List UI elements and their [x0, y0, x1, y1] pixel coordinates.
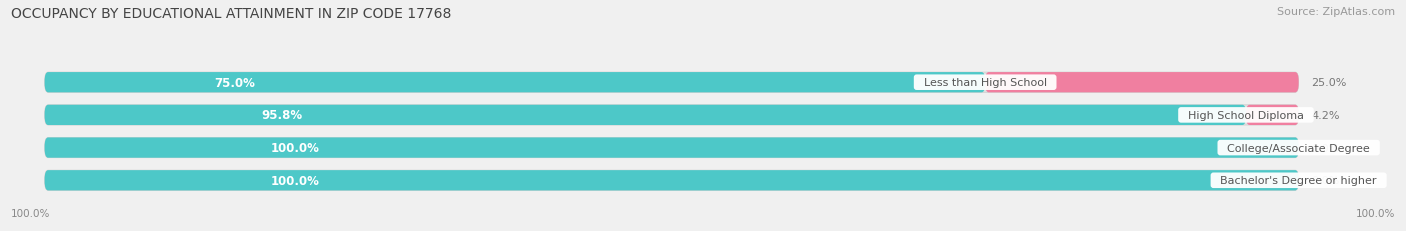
Text: Less than High School: Less than High School: [917, 78, 1053, 88]
Text: 95.8%: 95.8%: [262, 109, 302, 122]
FancyBboxPatch shape: [45, 138, 1299, 158]
Text: 100.0%: 100.0%: [11, 208, 51, 218]
Text: 100.0%: 100.0%: [1355, 208, 1395, 218]
FancyBboxPatch shape: [45, 138, 1299, 158]
Text: High School Diploma: High School Diploma: [1181, 110, 1310, 120]
Text: 4.2%: 4.2%: [1312, 110, 1340, 120]
Text: OCCUPANCY BY EDUCATIONAL ATTAINMENT IN ZIP CODE 17768: OCCUPANCY BY EDUCATIONAL ATTAINMENT IN Z…: [11, 7, 451, 21]
Text: 0.0%: 0.0%: [1312, 176, 1340, 185]
FancyBboxPatch shape: [45, 73, 1299, 93]
Text: Bachelor's Degree or higher: Bachelor's Degree or higher: [1213, 176, 1384, 185]
Text: Source: ZipAtlas.com: Source: ZipAtlas.com: [1277, 7, 1395, 17]
Text: 100.0%: 100.0%: [270, 174, 319, 187]
Text: College/Associate Degree: College/Associate Degree: [1220, 143, 1376, 153]
FancyBboxPatch shape: [1246, 105, 1299, 125]
FancyBboxPatch shape: [45, 170, 1299, 191]
Text: 75.0%: 75.0%: [214, 76, 254, 89]
FancyBboxPatch shape: [45, 105, 1299, 125]
Text: 25.0%: 25.0%: [1312, 78, 1347, 88]
FancyBboxPatch shape: [45, 105, 1246, 125]
FancyBboxPatch shape: [45, 170, 1299, 191]
FancyBboxPatch shape: [986, 73, 1299, 93]
Text: 0.0%: 0.0%: [1312, 143, 1340, 153]
FancyBboxPatch shape: [45, 73, 986, 93]
Text: 100.0%: 100.0%: [270, 141, 319, 154]
